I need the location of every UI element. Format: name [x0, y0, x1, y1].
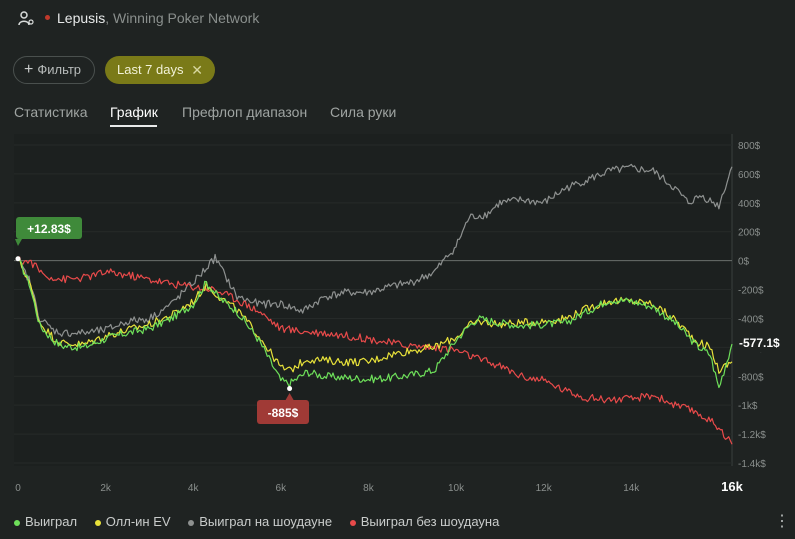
legend-item-won[interactable]: Выиграл [14, 514, 77, 529]
x-tick-label: 8k [363, 483, 375, 494]
grid [14, 134, 733, 466]
min-value-label: -885$ [268, 406, 299, 420]
legend-dot [14, 519, 20, 526]
series-lines [17, 163, 733, 445]
legend-item-allin-ev[interactable]: Олл-ин EV [94, 514, 171, 529]
filter-button[interactable]: + Фильтр [13, 56, 95, 84]
status-dot [45, 15, 50, 20]
date-filter-chip[interactable]: Last 7 days ✕ [105, 56, 215, 84]
y-tick-label: 400$ [738, 199, 761, 210]
legend-dot [94, 519, 101, 526]
start-point [15, 256, 21, 262]
legend-label: Выиграл [25, 514, 78, 529]
start-value-badge [16, 217, 82, 239]
player-name: Lepusis [57, 10, 106, 26]
badge-pointer [15, 239, 22, 246]
chip-label: Last 7 days [117, 62, 184, 77]
y-tick-label: -1k$ [738, 401, 758, 412]
filter-label: Фильтр [37, 62, 82, 77]
plot-area [14, 134, 732, 466]
x-axis: 0 2k 4k 6k 8k 10k 12k 14k 16k [15, 479, 743, 494]
end-value-badge [736, 334, 792, 352]
active-tab-indicator [110, 125, 157, 127]
x-tick-label: 4k [188, 483, 200, 494]
legend-item-showdown[interactable]: Выиграл на шоудауне [188, 514, 332, 529]
y-axis: 800$600$400$200$0$-200$-400$-600$-800$-1… [738, 141, 766, 470]
min-value-badge [257, 400, 309, 424]
plus-icon: + [24, 61, 34, 78]
x-tick-label: 16k [721, 479, 743, 494]
legend-dot [349, 519, 356, 526]
tab-graph[interactable]: График [110, 104, 158, 120]
legend-dot [188, 519, 195, 526]
y-tick-label: -1.2k$ [738, 430, 766, 441]
more-options-icon[interactable]: ⋮ [774, 513, 790, 530]
x-tick-label: 0 [15, 483, 21, 494]
player-title: Lepusis, Winning Poker Network [57, 10, 259, 26]
x-tick-label: 2k [100, 483, 112, 494]
badge-pointer [285, 393, 294, 400]
tab-bar: Статистика График Префлоп диапазон Сила … [0, 104, 795, 128]
series-won[interactable] [17, 258, 733, 389]
header: Lepusis, Winning Poker Network [0, 0, 795, 36]
y-tick-label: 600$ [738, 170, 761, 181]
tab-preflop-range[interactable]: Префлоп диапазон [182, 104, 308, 120]
y-tick-label: -200$ [738, 286, 764, 297]
y-tick-label: -1.4k$ [738, 459, 766, 470]
network-name: , Winning Poker Network [105, 10, 260, 26]
chart-legend: Выиграл Олл-ин EV Выиграл на шоудауне Вы… [14, 514, 513, 529]
legend-label: Выиграл без шоудауна [360, 514, 500, 529]
close-icon[interactable]: ✕ [191, 62, 203, 78]
y-tick-label: 0$ [738, 257, 750, 268]
series-showdown[interactable] [17, 163, 733, 337]
legend-item-non-showdown[interactable]: Выиграл без шоудауна [349, 514, 500, 529]
x-tick-label: 10k [448, 483, 465, 494]
y-tick-label: 200$ [738, 228, 761, 239]
x-tick-label: 14k [623, 483, 640, 494]
min-point [287, 386, 293, 392]
legend-label: Выиграл на шоудауне [199, 514, 333, 529]
user-settings-icon[interactable] [18, 10, 34, 26]
x-tick-label: 6k [276, 483, 288, 494]
tab-hand-strength[interactable]: Сила руки [330, 104, 397, 120]
y-tick-label: -400$ [738, 314, 764, 325]
y-tick-label: -800$ [738, 372, 764, 383]
y-tick-label: 800$ [738, 141, 761, 152]
legend-label: Олл-ин EV [105, 514, 171, 529]
end-value-label: -577.1$ [739, 336, 780, 350]
annotations: +12.83$ -885$ -577.1$ [15, 217, 792, 424]
series-non-showdown[interactable] [17, 256, 733, 445]
series-allin-ev[interactable] [17, 258, 733, 374]
tab-statistics[interactable]: Статистика [14, 104, 88, 120]
x-tick-label: 12k [536, 483, 553, 494]
start-value-label: +12.83$ [27, 222, 71, 236]
results-chart[interactable]: 800$600$400$200$0$-200$-400$-600$-800$-1… [0, 134, 795, 502]
